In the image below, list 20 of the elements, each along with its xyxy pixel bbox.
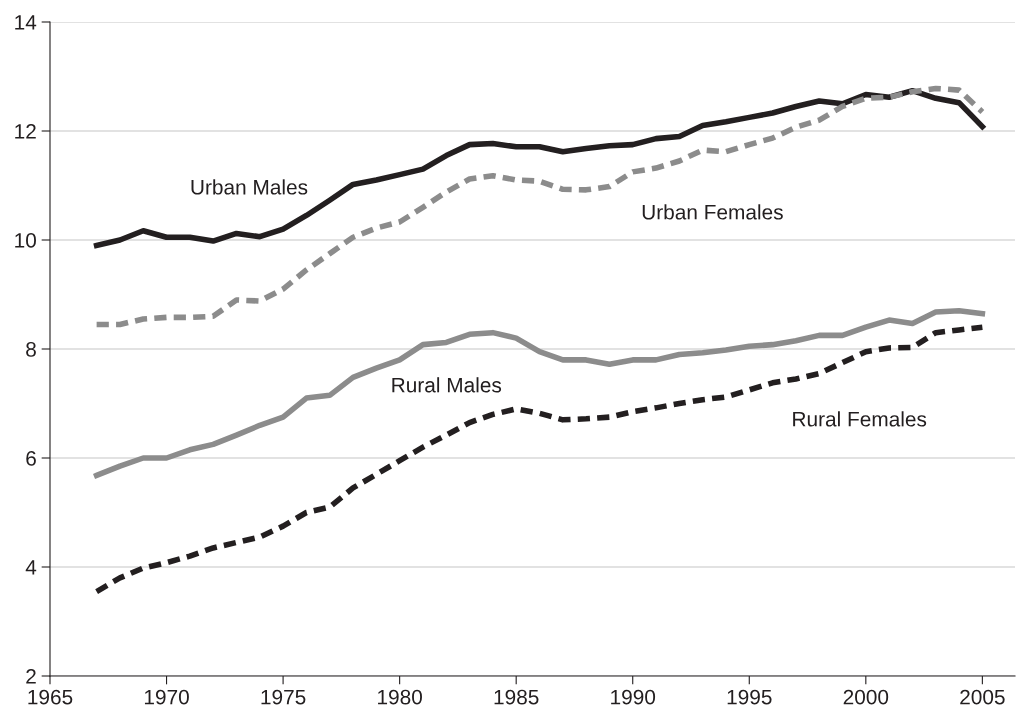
x-tick-label: 1995 [727,689,772,705]
y-tick-label: 4 [25,560,37,575]
x-tick-label: 1990 [611,689,656,705]
series-label: Urban Males [191,179,308,195]
y-tick-label: 10 [15,233,36,248]
y-tick-label: 14 [15,15,37,30]
x-tick-label: 2005 [960,689,1005,705]
y-tick-label: 8 [26,342,36,357]
x-tick-label: 1975 [261,689,306,705]
x-tick-label: 1970 [144,689,189,705]
y-tick-label: 6 [26,451,36,466]
series-label: Rural Females [793,411,927,427]
x-tick-label: 2000 [843,689,889,705]
x-tick-label: 1985 [494,689,539,705]
series-label: Urban Females [642,204,783,220]
y-tick-label: 2 [26,669,36,684]
x-tick-label: 1965 [28,689,73,705]
y-tick-label: 12 [15,124,36,139]
series-label: Rural Males [392,377,502,393]
x-tick-label: 1980 [378,689,422,705]
